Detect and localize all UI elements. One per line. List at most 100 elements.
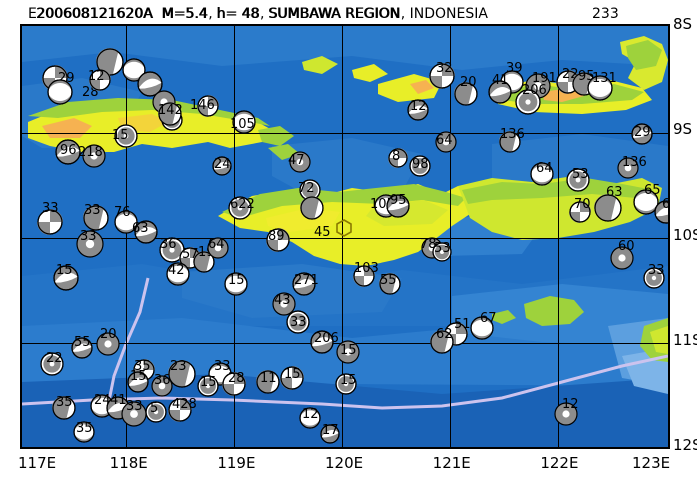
event-depth-label: 428 <box>172 397 197 412</box>
focal-mechanism-beachball[interactable] <box>145 401 167 423</box>
event-depth-label: 12 <box>302 407 319 422</box>
focal-mechanism-beachball[interactable] <box>96 48 124 76</box>
focal-mechanism-beachball[interactable] <box>134 220 158 244</box>
focal-mechanism-beachball[interactable] <box>55 139 81 165</box>
focal-mechanism-beachball[interactable] <box>587 75 613 101</box>
focal-mechanism-beachball[interactable] <box>40 352 64 376</box>
focal-mechanism-beachball[interactable] <box>429 63 455 89</box>
focal-mechanism-beachball[interactable] <box>222 372 246 396</box>
title-string-primary: E200608121620A M=5.4, h= 48, SUMBAWA REG… <box>28 6 488 22</box>
focal-mechanism-beachball[interactable] <box>320 424 340 444</box>
focal-mechanism-beachball[interactable] <box>280 366 304 390</box>
focal-mechanism-beachball[interactable] <box>272 292 296 316</box>
event-depth-label: 15 <box>200 375 217 390</box>
focal-mechanism-beachball[interactable] <box>299 179 321 201</box>
map-title: E200608121620A M=5.4, h= 48, SUMBAWA REG… <box>0 2 697 24</box>
focal-mechanism-beachball[interactable] <box>386 194 410 218</box>
focal-mechanism-beachball[interactable] <box>292 272 316 296</box>
event-depth-label: 15 <box>228 273 245 288</box>
focal-mechanism-beachball[interactable] <box>114 124 138 148</box>
focal-mechanism-beachball[interactable] <box>353 265 375 287</box>
focal-mechanism-beachball[interactable] <box>388 148 408 168</box>
focal-mechanism-beachball[interactable] <box>407 99 429 121</box>
focal-mechanism-beachball[interactable] <box>168 360 196 388</box>
focal-mechanism-beachball[interactable] <box>610 246 634 270</box>
focal-mechanism-beachball[interactable] <box>566 168 590 192</box>
focal-mechanism-beachball[interactable] <box>83 205 109 231</box>
event-depth-label: 35 <box>56 395 73 410</box>
focal-mechanism-beachball[interactable] <box>197 375 219 397</box>
focal-mechanism-beachball[interactable] <box>654 200 668 224</box>
event-depth-label: 12 <box>88 69 105 84</box>
focal-mechanism-beachball[interactable] <box>310 330 334 354</box>
focal-mechanism-beachball[interactable] <box>594 194 622 222</box>
x-tick-119E: 119E <box>217 454 256 472</box>
focal-mechanism-beachball[interactable] <box>335 373 357 395</box>
focal-mechanism-beachball[interactable] <box>643 267 665 289</box>
event-depth-label: 206 <box>522 83 547 98</box>
focal-mechanism-beachball[interactable] <box>137 71 163 97</box>
event-depth-label: 12 <box>562 397 579 412</box>
focal-mechanism-beachball[interactable] <box>409 155 431 177</box>
focal-mechanism-beachball[interactable] <box>300 196 324 220</box>
focal-mechanism-beachball[interactable] <box>76 230 104 258</box>
focal-mechanism-beachball[interactable] <box>127 371 149 393</box>
focal-mechanism-beachball[interactable] <box>515 89 541 115</box>
event-depth-label: 191 <box>532 71 557 86</box>
focal-mechanism-beachball[interactable] <box>166 262 190 286</box>
focal-mechanism-beachball[interactable] <box>470 316 494 340</box>
focal-mechanism-beachball[interactable] <box>193 251 215 273</box>
focal-mechanism-beachball[interactable] <box>554 402 578 426</box>
focal-mechanism-beachball[interactable] <box>52 396 76 420</box>
event-depth-label: 64 <box>436 133 453 148</box>
focal-mechanism-beachball[interactable] <box>73 421 95 443</box>
focal-mechanism-beachball[interactable] <box>37 209 63 235</box>
focal-mechanism-beachball[interactable] <box>114 210 138 234</box>
event-depth-label: 39 <box>506 61 523 76</box>
focal-mechanism-beachball[interactable] <box>212 156 232 176</box>
focal-mechanism-beachball[interactable] <box>488 80 512 104</box>
focal-mechanism-beachball[interactable] <box>432 242 452 262</box>
focal-mechanism-beachball[interactable] <box>286 310 310 334</box>
event-depth-label: 15 <box>340 373 357 388</box>
focal-mechanism-beachball[interactable] <box>228 196 252 220</box>
focal-mechanism-beachball[interactable] <box>530 162 554 186</box>
focal-mechanism-beachball[interactable] <box>299 407 321 429</box>
focal-mechanism-beachball[interactable] <box>47 79 73 105</box>
focal-mechanism-beachball[interactable] <box>71 337 93 359</box>
focal-mechanism-beachball[interactable] <box>569 201 591 223</box>
focal-mechanism-beachball[interactable] <box>266 228 290 252</box>
focal-mechanism-beachball[interactable] <box>158 102 182 126</box>
event-depth-label: 89 <box>268 229 285 244</box>
focal-mechanism-beachball[interactable] <box>430 330 454 354</box>
focal-mechanism-beachball[interactable] <box>82 144 106 168</box>
focal-mechanism-beachball[interactable] <box>159 237 185 263</box>
focal-mechanism-beachball[interactable] <box>631 123 653 145</box>
focal-mechanism-beachball[interactable] <box>435 131 457 153</box>
focal-mechanism-beachball[interactable] <box>379 273 401 295</box>
focal-mechanism-beachball[interactable] <box>633 189 659 215</box>
focal-mechanism-beachball[interactable] <box>617 157 639 179</box>
focal-mechanism-beachball[interactable] <box>96 332 120 356</box>
map-frame[interactable]: 29 28 96 218 15 <box>20 24 670 449</box>
focal-mechanism-beachball[interactable] <box>289 151 311 173</box>
event-depth-label: 622 <box>230 197 255 212</box>
focal-mechanism-beachball[interactable] <box>454 82 478 106</box>
focal-mechanism-beachball[interactable] <box>499 131 521 153</box>
event-depth-label: 33 <box>80 229 97 244</box>
event-depth-label: 53 <box>572 167 589 182</box>
focal-mechanism-beachball[interactable] <box>89 69 111 91</box>
focal-mechanism-beachball[interactable] <box>197 95 219 117</box>
focal-mechanism-beachball[interactable] <box>232 110 256 134</box>
focal-mechanism-beachball[interactable] <box>168 398 192 422</box>
event-depth-label: 36 <box>154 373 171 388</box>
focal-mechanism-beachball[interactable] <box>151 375 173 397</box>
event-depth-label: 62 <box>436 327 453 342</box>
focal-mechanism-beachball[interactable] <box>336 340 360 364</box>
focal-mechanism-beachball[interactable] <box>207 237 229 259</box>
focal-mechanism-beachball[interactable] <box>53 265 79 291</box>
focal-mechanism-beachball[interactable] <box>224 272 248 296</box>
focal-mechanism-beachball[interactable] <box>256 370 280 394</box>
event-depth-label: 136 <box>622 155 647 170</box>
event-depth-label: 63 <box>132 221 149 236</box>
